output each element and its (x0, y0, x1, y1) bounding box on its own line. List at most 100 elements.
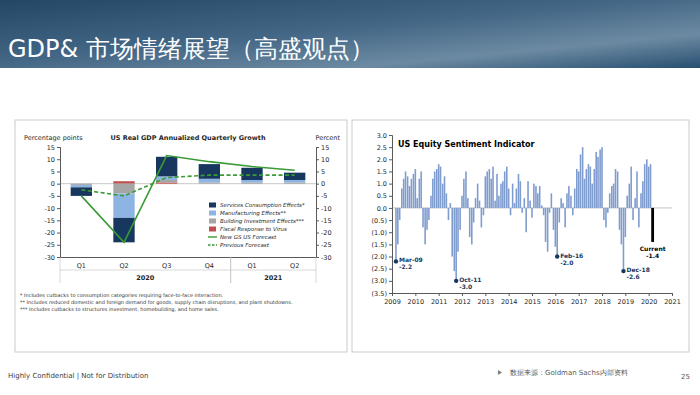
x-tick-label: Q1 (77, 262, 86, 270)
sentiment-bar (490, 179, 492, 208)
y-tick-mark (389, 232, 392, 233)
x-tick-label: Q2 (290, 262, 299, 270)
y-tick-label: 0.5 (377, 192, 387, 200)
sentiment-bar (531, 208, 533, 218)
x-tick-label: 2011 (431, 298, 448, 306)
header-band (0, 0, 700, 68)
y2-tick-mark (316, 159, 319, 160)
legend-label: Manufacturing Effects** (220, 210, 286, 217)
bar-segment (284, 180, 305, 182)
y-tick-mark (57, 257, 60, 258)
sentiment-bar (448, 208, 450, 220)
y-tick-label: (0.5) (372, 217, 387, 225)
y-tick-label: 1.0 (377, 180, 387, 188)
sentiment-bar (489, 169, 491, 208)
y-tick: 5 (51, 168, 60, 176)
sentiment-bar (444, 176, 446, 208)
y-tick-mark (389, 257, 392, 258)
y2-tick-mark (316, 171, 319, 172)
sentiment-bar (570, 196, 572, 208)
sentiment-bar (599, 150, 601, 208)
x-tick-mark (392, 293, 393, 296)
sentiment-bar (451, 208, 453, 257)
sentiment-bar (454, 208, 456, 271)
y2-tick-label: -15 (321, 217, 332, 225)
current-label: Current (640, 245, 666, 252)
sentiment-bar (551, 193, 553, 208)
forecast-line (81, 156, 294, 243)
sentiment-bar (556, 208, 558, 257)
x-tick-label: 2014 (501, 298, 518, 306)
y-tick-label: 2.0 (377, 156, 387, 164)
panel-frame (15, 120, 347, 352)
y-tick-label: -15 (44, 217, 55, 225)
y-axis: -30-25-20-15-10-5051015 (44, 144, 60, 262)
bar-segment (284, 183, 305, 184)
y-tick-mark (57, 159, 60, 160)
sentiment-bar (446, 193, 448, 208)
annotation-value: -2.0 (560, 259, 573, 266)
annotation-value: -2.2 (399, 263, 412, 270)
sentiment-bar (537, 193, 539, 208)
sentiment-bar (457, 208, 459, 252)
y2-tick-label: -20 (321, 229, 332, 237)
x-tick-label: 2019 (618, 298, 635, 306)
chart-title: US Equity Sentiment Indicator (398, 140, 535, 149)
annotation-value: -3.0 (459, 283, 472, 290)
x-tick: 2012 (454, 293, 471, 306)
header-shade (0, 0, 700, 68)
source-note: 数据来源：Goldman Sachs内部资料 (510, 369, 628, 377)
bar-segment (156, 176, 177, 180)
bar-segment (113, 184, 134, 194)
footnote: ** Includes reduced domestic and foreign… (20, 299, 293, 306)
annotation-label: Mar-09 (399, 256, 423, 263)
sentiment-bar (601, 147, 603, 208)
footnote: *** Includes cutbacks to structures inve… (20, 306, 219, 313)
sentiment-bar (481, 208, 483, 227)
sentiment-bar (578, 171, 580, 207)
y-tick-label: (1.0) (372, 229, 387, 237)
y-tick-mark (389, 147, 392, 148)
sentiment-bar (492, 167, 494, 208)
y-tick: -20 (44, 229, 60, 237)
y-axis-line (389, 136, 393, 294)
sentiment-bar (555, 208, 557, 247)
sentiment-bar (533, 184, 535, 208)
sentiment-bar (597, 157, 599, 208)
sentiment-bar (424, 208, 426, 244)
sentiment-bar (518, 174, 520, 208)
bar-segment (284, 173, 305, 180)
y-tick-label: 0.0 (377, 205, 387, 213)
y-tick-mark (389, 244, 392, 245)
y2-axis: -30-25-20-15-10-5051015 (316, 144, 332, 262)
group-label: 2020 (136, 274, 155, 282)
sentiment-bar (416, 198, 418, 208)
sentiment-bar (465, 171, 467, 207)
annotation-label: Feb-16 (560, 252, 583, 259)
annotation-label: Dec-18 (626, 266, 649, 273)
y-tick: 3.0 (377, 132, 392, 140)
x-axis-line (61, 257, 317, 258)
sentiment-bar (475, 198, 477, 208)
bar-segment (241, 180, 262, 182)
y2-tick-mark (316, 184, 319, 185)
x-tick: 2014 (501, 293, 518, 306)
sentiment-bar (543, 208, 545, 215)
y-tick-mark (57, 245, 60, 246)
y-tick-mark (389, 184, 392, 185)
sentiment-bar (564, 208, 566, 227)
sentiment-bar (477, 184, 479, 208)
y2-tick: -25 (316, 241, 332, 249)
sentiment-bar (401, 188, 403, 207)
sentiment-bar (591, 184, 593, 208)
current-bar (651, 208, 654, 242)
annotation-dot (621, 269, 625, 273)
y2-tick-label: 10 (321, 156, 329, 164)
sentiment-bar (426, 208, 428, 230)
current-value: -1.4 (646, 252, 659, 259)
x-tick: Q4 (205, 257, 214, 270)
y-tick-label: 2.5 (377, 144, 387, 152)
x-tick: Q3 (162, 257, 171, 270)
legend: Services Consumption Effects*Manufacturi… (208, 202, 305, 248)
group-edge (230, 257, 231, 283)
